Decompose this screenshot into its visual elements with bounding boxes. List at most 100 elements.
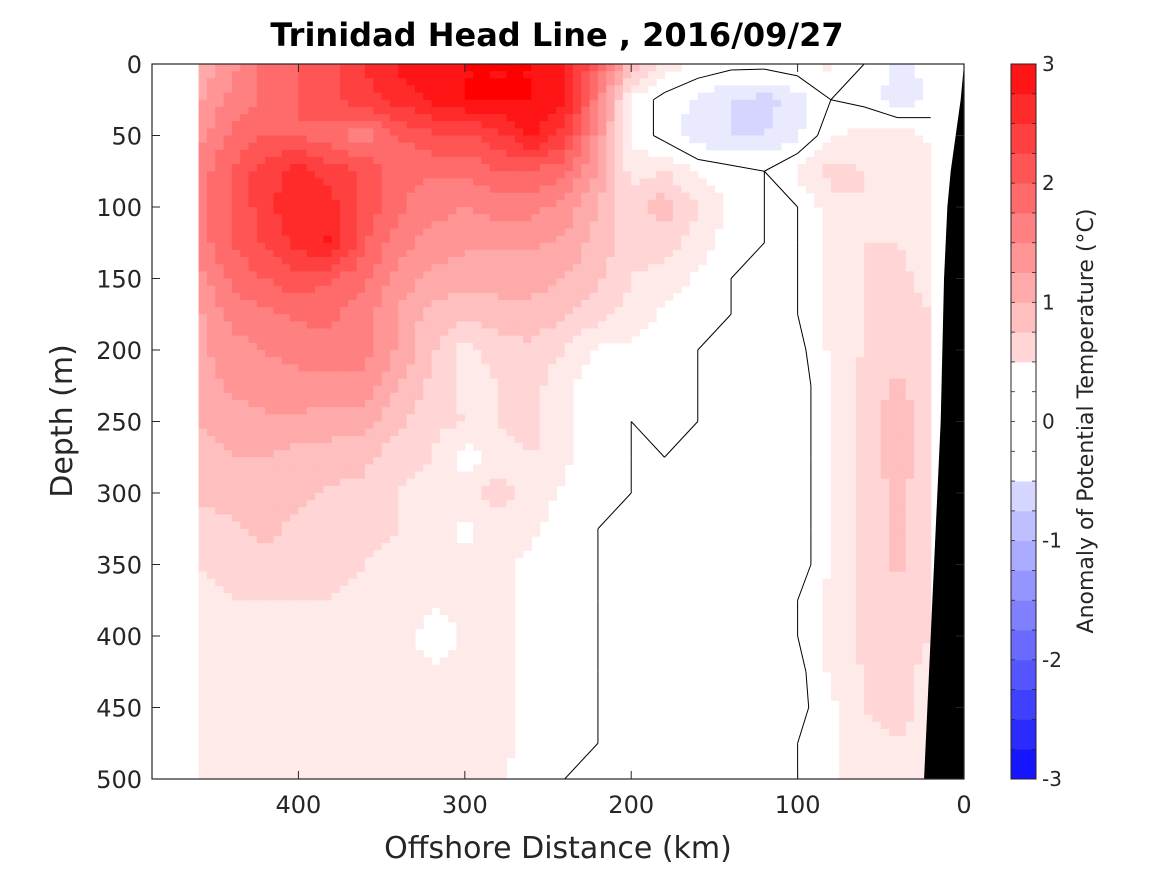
heatmap-cell <box>830 350 840 358</box>
heatmap-cell <box>231 543 241 551</box>
heatmap-cell <box>697 178 707 187</box>
heatmap-cell <box>839 528 849 537</box>
heatmap-cell <box>298 550 308 558</box>
heatmap-cell <box>556 271 566 280</box>
heatmap-cell <box>340 314 349 322</box>
heatmap-cell <box>864 628 874 637</box>
heatmap-cell <box>198 335 208 344</box>
heatmap-cell <box>323 414 333 423</box>
heatmap-cell <box>398 192 408 201</box>
heatmap-cell <box>872 621 882 630</box>
heatmap-cell <box>223 450 233 458</box>
heatmap-cell <box>414 185 424 194</box>
heatmap-cell <box>456 392 466 401</box>
heatmap-cell <box>348 285 358 294</box>
heatmap-cell <box>597 271 607 280</box>
heatmap-cell <box>739 135 749 144</box>
heatmap-cell <box>897 199 907 208</box>
heatmap-cell <box>248 64 258 72</box>
heatmap-cell <box>398 364 408 373</box>
heatmap-cell <box>456 442 466 451</box>
heatmap-cell <box>498 271 508 280</box>
heatmap-cell <box>315 621 324 630</box>
heatmap-cell <box>431 585 441 594</box>
heatmap-cell <box>356 593 366 601</box>
heatmap-cell <box>273 621 283 630</box>
heatmap-cell <box>323 106 333 115</box>
heatmap-cell <box>423 314 433 322</box>
heatmap-cell <box>398 278 408 287</box>
heatmap-cell <box>398 435 408 444</box>
heatmap-cell <box>273 571 283 580</box>
heatmap-cell <box>855 585 865 594</box>
heatmap-cell <box>323 242 333 251</box>
heatmap-cell <box>531 235 541 244</box>
heatmap-cell <box>631 321 641 330</box>
heatmap-cell <box>281 199 291 208</box>
heatmap-cell <box>223 350 233 358</box>
heatmap-cell <box>489 614 499 623</box>
heatmap-cell <box>489 514 499 523</box>
heatmap-cell <box>498 414 508 423</box>
heatmap-cell <box>656 292 666 301</box>
heatmap-cell <box>248 264 258 272</box>
heatmap-cell <box>872 471 882 480</box>
heatmap-cell <box>531 442 541 451</box>
heatmap-cell <box>373 299 383 308</box>
heatmap-cell <box>780 128 790 137</box>
heatmap-cell <box>631 257 641 265</box>
heatmap-cell <box>905 242 915 251</box>
heatmap-cell <box>423 535 433 544</box>
heatmap-cell <box>248 585 258 594</box>
heatmap-cell <box>431 106 441 115</box>
heatmap-cell <box>356 314 366 322</box>
heatmap-cell <box>306 321 316 330</box>
heatmap-cell <box>889 450 899 458</box>
heatmap-cell <box>880 428 890 437</box>
heatmap-cell <box>223 99 233 108</box>
heatmap-cell <box>548 257 557 265</box>
heatmap-cell <box>897 128 907 137</box>
heatmap-cell <box>464 578 474 587</box>
heatmap-cell <box>298 228 308 237</box>
heatmap-cell <box>281 328 291 337</box>
heatmap-cell <box>223 614 233 623</box>
heatmap-cell <box>248 342 258 351</box>
heatmap-cell <box>905 571 915 580</box>
heatmap-cell <box>198 435 208 444</box>
heatmap-cell <box>481 264 491 272</box>
heatmap-cell <box>880 292 890 301</box>
heatmap-cell <box>889 385 899 394</box>
heatmap-cell <box>897 257 907 265</box>
heatmap-cell <box>298 593 308 601</box>
heatmap-cell <box>423 299 433 308</box>
heatmap-cell <box>348 221 358 230</box>
heatmap-cell <box>315 585 324 594</box>
heatmap-cell <box>389 257 399 265</box>
heatmap-cell <box>306 564 316 573</box>
heatmap-cell <box>481 435 491 444</box>
heatmap-cell <box>206 535 216 544</box>
heatmap-cell <box>855 535 865 544</box>
heatmap-cell <box>697 257 707 265</box>
heatmap-cell <box>589 314 599 322</box>
heatmap-cell <box>389 285 399 294</box>
heatmap-cell <box>523 185 532 194</box>
heatmap-cell <box>880 378 890 387</box>
heatmap-cell <box>389 192 399 201</box>
heatmap-cell <box>331 471 341 480</box>
heatmap-cell <box>231 421 241 430</box>
heatmap-cell <box>822 178 832 187</box>
heatmap-cell <box>356 628 366 637</box>
heatmap-cell <box>448 264 458 272</box>
heatmap-cell <box>922 292 932 301</box>
heatmap-cell <box>423 464 433 473</box>
heatmap-cell <box>406 407 416 415</box>
heatmap-cell <box>914 564 923 573</box>
heatmap-cell <box>581 228 591 237</box>
heatmap-cell <box>597 242 607 251</box>
heatmap-cell <box>847 285 857 294</box>
heatmap-cell <box>298 285 308 294</box>
heatmap-cell <box>506 557 516 566</box>
heatmap-cell <box>223 128 233 137</box>
